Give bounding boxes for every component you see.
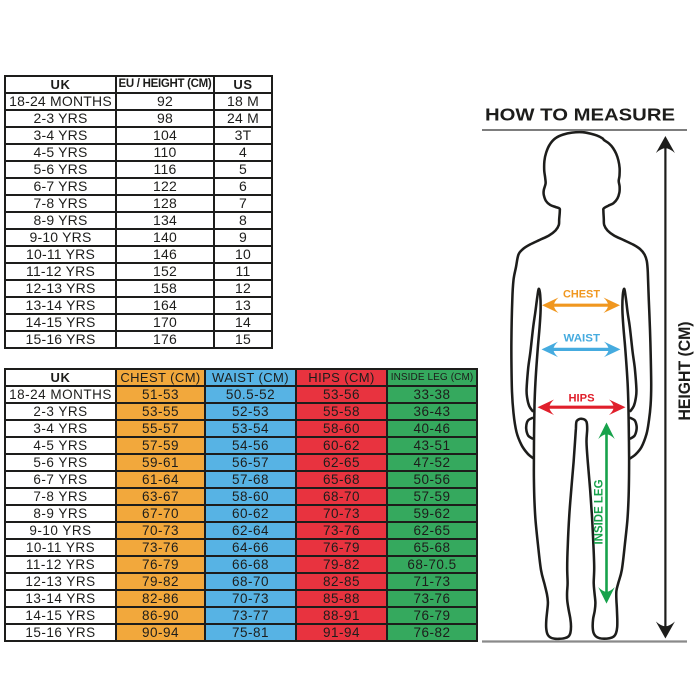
svg-text:CHEST: CHEST: [563, 289, 600, 301]
svg-text:HIPS: HIPS: [569, 393, 595, 405]
svg-text:HOW TO MEASURE: HOW TO MEASURE: [485, 105, 675, 125]
svg-text:WAIST: WAIST: [564, 333, 601, 345]
svg-text:INSIDE LEG: INSIDE LEG: [592, 480, 606, 545]
svg-text:HEIGHT (CM): HEIGHT (CM): [676, 322, 694, 421]
